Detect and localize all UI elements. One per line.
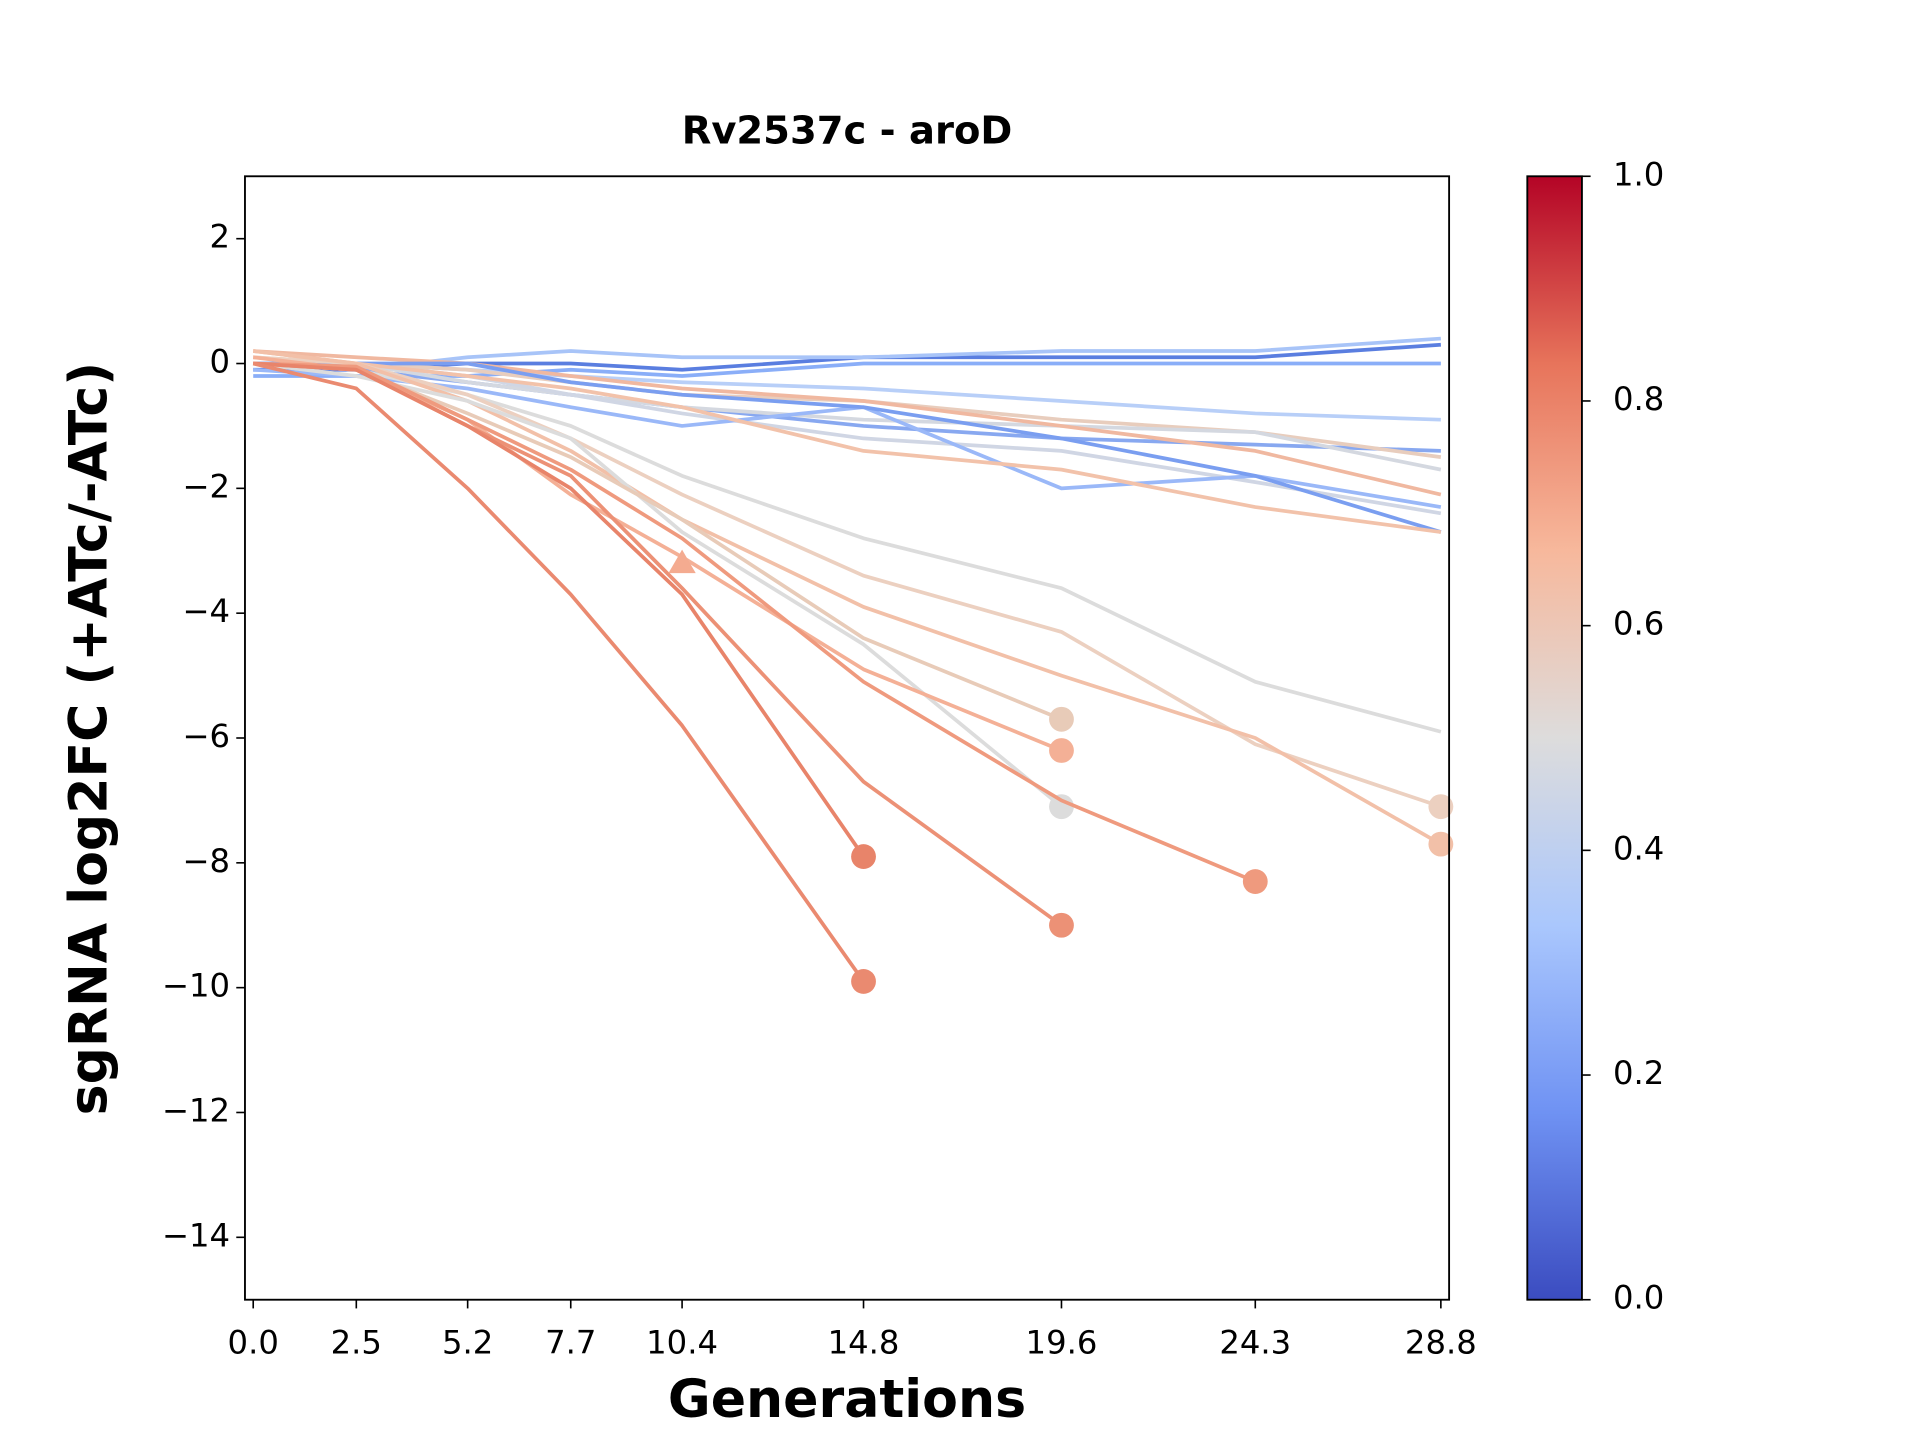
end-marker <box>1049 912 1074 938</box>
series-line <box>253 367 1442 509</box>
end-marker <box>1049 794 1074 820</box>
colorbar-tick-label: 1.0 <box>1613 155 1664 193</box>
series-line <box>252 355 1063 753</box>
y-tick-label: −6 <box>182 717 230 755</box>
y-tick-label: −14 <box>162 1216 230 1254</box>
series-line <box>252 361 1063 809</box>
x-tick-label: 2.5 <box>331 1323 382 1361</box>
end-marker <box>1049 706 1074 732</box>
x-tick-label: 19.6 <box>1026 1323 1098 1361</box>
series-line <box>252 361 866 983</box>
y-tick-label: −4 <box>182 592 230 630</box>
y-axis-label: sgRNA log2FC (+ATc/-ATc) <box>59 362 119 1116</box>
end-marker <box>851 969 876 994</box>
series-line <box>253 361 1442 534</box>
series-line <box>253 361 1063 927</box>
colorbar-tick-label: 0.8 <box>1613 380 1664 418</box>
end-marker <box>851 844 876 869</box>
x-tick-label: 24.3 <box>1219 1323 1291 1361</box>
x-tick-label: 7.7 <box>545 1323 596 1361</box>
series-line <box>253 355 1442 809</box>
series-line <box>253 349 1442 497</box>
y-tick-label: −2 <box>182 467 230 505</box>
series-line <box>253 361 1442 734</box>
end-marker <box>1428 794 1454 820</box>
y-tick-label: 0 <box>210 343 231 381</box>
end-marker <box>1242 869 1268 894</box>
end-marker <box>1049 738 1074 763</box>
y-tick-label: −8 <box>182 842 230 880</box>
x-axis-label: Generations <box>668 1370 1026 1430</box>
y-tick-label: −10 <box>162 967 230 1005</box>
colorbar-tick-label: 0.6 <box>1613 605 1664 643</box>
x-tick-label: 5.2 <box>442 1323 493 1361</box>
end-marker <box>1428 831 1454 857</box>
plot-frame <box>244 175 1451 1301</box>
triangle-marker <box>668 549 696 574</box>
x-tick-label: 28.8 <box>1405 1323 1477 1361</box>
colorbar-tick-label: 0.4 <box>1613 829 1664 867</box>
y-tick-label: −12 <box>162 1091 230 1129</box>
colorbar-tick-label: 0.0 <box>1613 1279 1664 1317</box>
chart-title: Rv2537c - aroD <box>682 108 1013 153</box>
series-line <box>252 349 1442 534</box>
x-tick-label: 10.4 <box>646 1323 718 1361</box>
colorbar-tick-label: 0.2 <box>1613 1054 1664 1092</box>
colorbar <box>1526 175 1583 1301</box>
y-tick-label: 2 <box>210 218 231 256</box>
x-tick-label: 0.0 <box>228 1323 279 1361</box>
series-line <box>253 361 866 858</box>
series-line <box>253 361 1257 884</box>
x-tick-label: 14.8 <box>828 1323 900 1361</box>
